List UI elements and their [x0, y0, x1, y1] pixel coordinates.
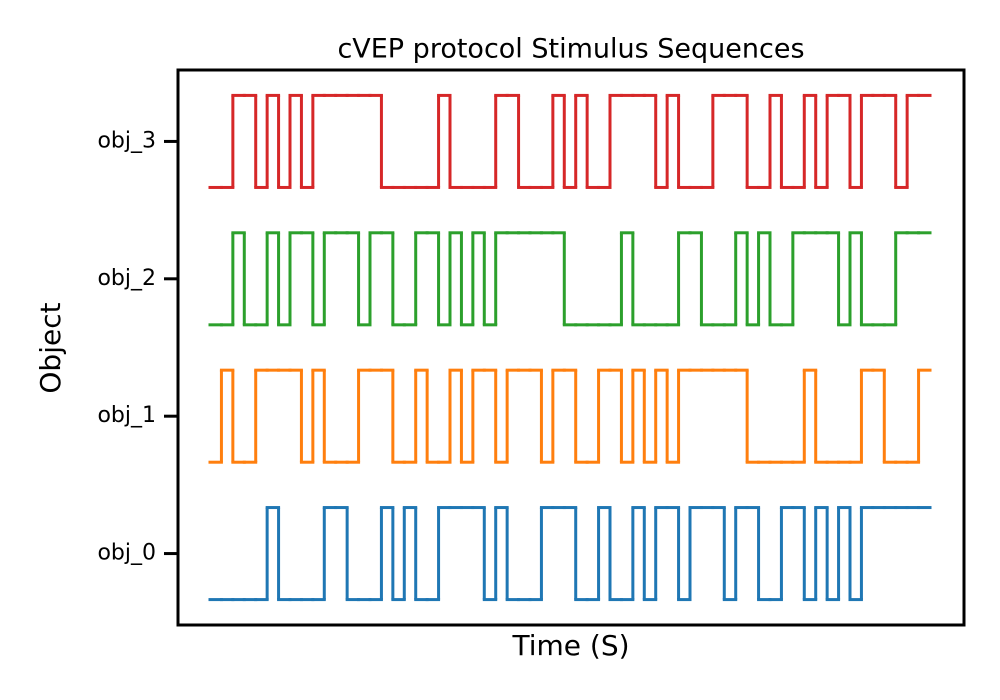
plot-frame — [176, 68, 966, 627]
y-axis-label: Object — [34, 302, 67, 393]
x-axis-label: Time (S) — [511, 629, 629, 662]
y-tick-label: obj_1 — [97, 403, 156, 428]
y-tick-label: obj_3 — [97, 128, 156, 153]
y-tick-label: obj_2 — [97, 266, 156, 291]
chart-title: cVEP protocol Stimulus Sequences — [337, 34, 804, 65]
y-tick-label: obj_0 — [97, 541, 156, 566]
